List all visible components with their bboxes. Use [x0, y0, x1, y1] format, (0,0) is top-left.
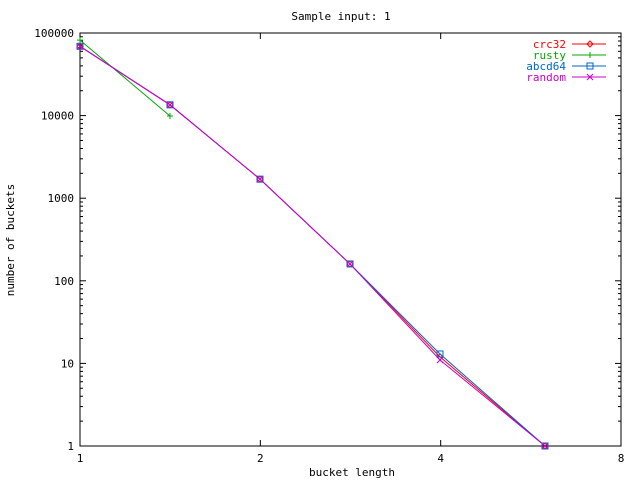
y-tick-label: 10000	[41, 110, 74, 123]
y-tick-label: 10	[61, 357, 74, 370]
x-tick-label: 4	[437, 452, 444, 465]
data-point-random	[256, 175, 264, 183]
legend-marker-abcd64	[586, 62, 594, 70]
chart-title: Sample input: 1	[291, 10, 390, 23]
plot-frame	[79, 32, 622, 447]
data-point-abcd64	[346, 260, 354, 268]
series-layer	[76, 37, 549, 450]
y-tick-label: 100000	[34, 27, 74, 40]
data-point-random	[76, 42, 84, 50]
data-point-random	[166, 101, 174, 109]
legend-marker-random	[586, 73, 594, 81]
y-tick-label: 100	[54, 275, 74, 288]
x-tick-label: 2	[257, 452, 264, 465]
y-axis-label: number of buckets	[4, 184, 17, 297]
legend-marker-rusty	[587, 52, 593, 58]
data-point-abcd64	[76, 42, 84, 50]
data-point-rusty	[77, 37, 83, 44]
data-point-abcd64	[541, 442, 549, 450]
legend-label-random: random	[526, 71, 566, 84]
series-rusty	[77, 37, 173, 119]
data-point-abcd64	[256, 175, 264, 183]
y-tick-label: 1	[67, 440, 74, 453]
legend-marker-crc32	[586, 40, 594, 48]
data-point-abcd64	[166, 101, 174, 109]
legend-label-abcd64: abcd64	[526, 60, 566, 73]
series-line-abcd64	[79, 45, 546, 447]
y-tick-label: 1000	[48, 192, 75, 205]
data-point-random	[541, 442, 549, 450]
series-random	[76, 42, 549, 450]
data-point-rusty	[167, 112, 173, 119]
series-line-crc32	[79, 45, 546, 447]
series-crc32	[76, 42, 549, 450]
legend-label-crc32: crc32	[533, 38, 566, 51]
x-axis: 1 2 4 8	[77, 33, 625, 465]
data-point-abcd64	[436, 350, 444, 358]
legend-label-rusty: rusty	[533, 49, 566, 62]
series-line-random	[79, 45, 546, 447]
x-tick-label: 8	[618, 452, 625, 465]
y-axis: 1 10 100 1000 10000 100000	[34, 27, 621, 453]
data-point-random	[436, 356, 444, 364]
x-tick-label: 1	[77, 452, 84, 465]
data-point-random	[346, 260, 354, 268]
series-line-rusty	[79, 39, 171, 117]
x-axis-label: bucket length	[309, 466, 395, 479]
